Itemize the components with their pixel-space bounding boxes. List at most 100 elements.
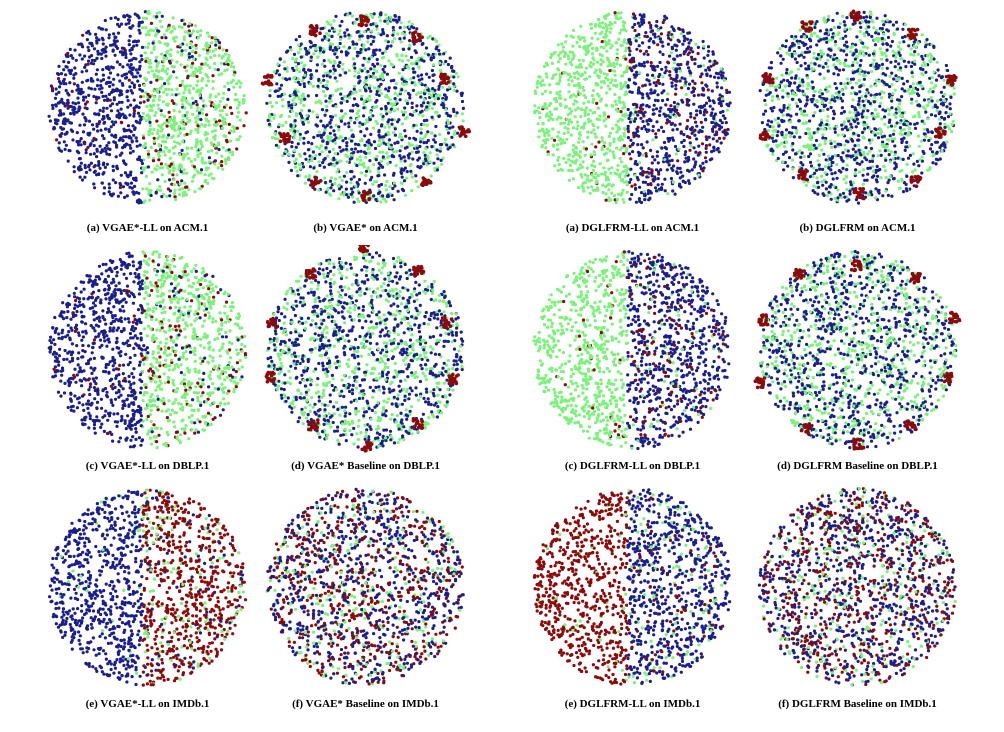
scatter-point [638, 49, 643, 53]
scatter-point [299, 42, 303, 46]
scatter-point [381, 28, 385, 32]
scatter-point [379, 112, 383, 117]
scatter-point [84, 151, 88, 155]
scatter-point [163, 69, 167, 73]
scatter-point [86, 145, 90, 150]
scatter-point [303, 152, 307, 156]
scatter-point [387, 125, 391, 129]
scatter-point [419, 137, 423, 141]
scatter-point [599, 80, 603, 84]
scatter-point [429, 94, 434, 98]
scatter-point [74, 58, 78, 62]
scatter-point [129, 103, 133, 107]
scatter-point [227, 122, 231, 126]
scatter-point [657, 128, 661, 132]
scatter-point [600, 136, 604, 140]
scatter-point [308, 25, 313, 29]
scatter-point [607, 199, 611, 203]
scatter-point [691, 50, 695, 54]
scatter-point [111, 164, 115, 168]
scatter-point [607, 188, 611, 192]
scatter-point [187, 52, 191, 56]
scatter-point [154, 26, 158, 31]
scatter-point [637, 62, 641, 66]
scatter-point [211, 130, 215, 134]
scatter-point [69, 54, 73, 58]
scatter-point [582, 189, 586, 193]
scatter-point [57, 146, 61, 150]
scatter-point [379, 182, 384, 187]
scatter-point [153, 74, 157, 78]
scatter-point [221, 146, 225, 150]
scatter-point [195, 74, 199, 79]
scatter-point [204, 104, 208, 108]
scatter-point [600, 172, 604, 176]
scatter-point [285, 69, 289, 73]
scatter-point [621, 197, 625, 201]
scatter-point [66, 159, 70, 163]
scatter-point [324, 190, 328, 194]
scatter-point [314, 24, 319, 28]
scatter-point [165, 194, 169, 199]
scatter-point [124, 22, 128, 26]
scatter-point [639, 116, 643, 120]
scatter-point [124, 116, 128, 120]
scatter-point [143, 199, 147, 203]
scatter-point [303, 181, 307, 185]
scatter-point [612, 65, 616, 69]
scatter-point [591, 88, 596, 93]
scatter-point [166, 27, 170, 31]
scatter-point [93, 169, 97, 173]
scatter-point [169, 74, 173, 78]
scatter-point [360, 34, 364, 38]
scatter-point [66, 51, 70, 56]
scatter-point [431, 63, 436, 67]
scatter-point [660, 67, 664, 71]
scatter-point [371, 15, 375, 19]
scatter-point [693, 133, 697, 137]
scatter-point [170, 58, 174, 62]
scatter-point [59, 81, 63, 86]
scatter-point [119, 183, 123, 187]
scatter-point [394, 86, 398, 90]
scatter-point [292, 136, 296, 140]
scatter-point [55, 118, 59, 122]
scatter-point [285, 78, 289, 82]
scatter-point [702, 113, 706, 117]
scatter-point [336, 87, 340, 91]
scatter-point [210, 149, 214, 153]
scatter-point [460, 112, 464, 116]
scatter-point [558, 57, 562, 61]
scatter-point [863, 156, 867, 160]
scatter-point [115, 114, 119, 118]
scatter-point [206, 63, 210, 67]
scatter-point [411, 88, 415, 92]
scatter-point [314, 47, 318, 51]
scatter-point [191, 112, 195, 116]
scatter-point [681, 179, 685, 183]
scatter-point [594, 46, 598, 50]
scatter-point [227, 157, 231, 161]
scatter-point [92, 144, 96, 148]
scatter-point [587, 179, 591, 183]
scatter-point [444, 107, 448, 112]
scatter-point [616, 192, 621, 196]
scatter-point [542, 83, 546, 87]
scatter-point [545, 75, 549, 79]
scatter-point [224, 103, 229, 107]
scatter-point [836, 73, 840, 77]
scatter-point [307, 178, 311, 182]
scatter-point [437, 48, 441, 53]
scatter-point [722, 136, 726, 140]
scatter-point [170, 88, 174, 92]
scatter-point [570, 57, 574, 62]
scatter-point [334, 105, 338, 109]
scatter-point [612, 194, 617, 198]
scatter-point [412, 123, 416, 127]
scatter-point [436, 97, 440, 101]
scatter-point [399, 40, 403, 44]
scatter-point [455, 111, 459, 115]
scatter-point [379, 92, 383, 96]
scatter-point [697, 144, 701, 148]
scatter-point [463, 134, 468, 139]
